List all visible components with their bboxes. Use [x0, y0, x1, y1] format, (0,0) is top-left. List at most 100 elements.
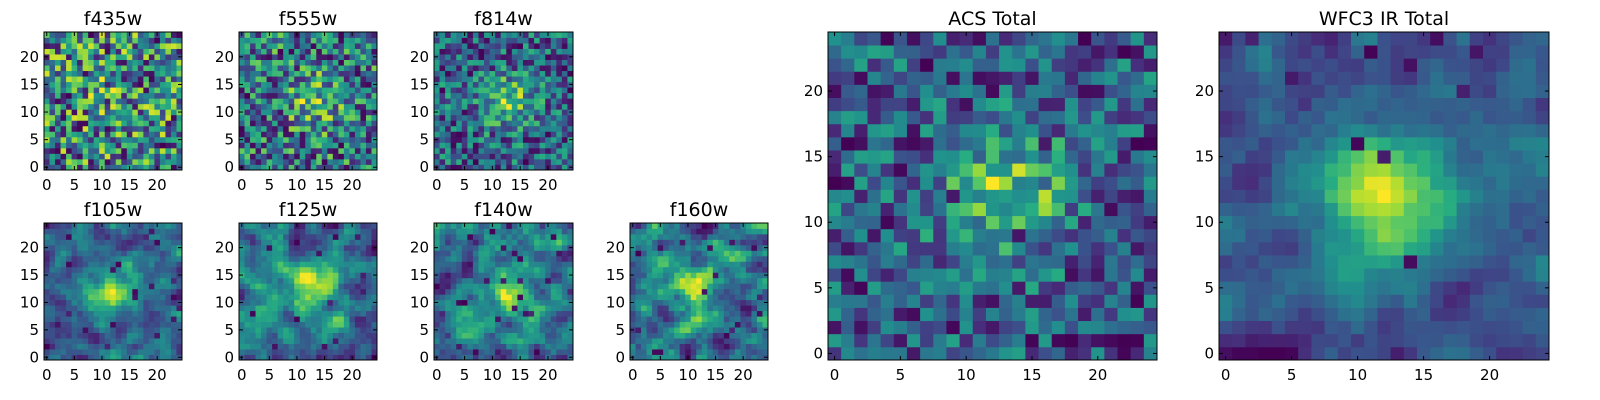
heatmap-cell: [44, 277, 50, 284]
heatmap-cell: [132, 48, 139, 55]
heatmap-cell: [354, 70, 361, 77]
heatmap-cell: [539, 87, 546, 94]
heatmap-cell: [55, 81, 61, 88]
heatmap-cell: [316, 120, 323, 127]
heatmap-cell: [729, 338, 736, 344]
heatmap-cell: [1078, 346, 1092, 361]
heatmap-cell: [690, 223, 697, 229]
heatmap-cell: [528, 233, 535, 240]
heatmap-cell: [439, 37, 446, 44]
heatmap-cell: [316, 142, 323, 149]
heatmap-cell: [365, 65, 372, 72]
heatmap-cell: [255, 158, 262, 165]
heatmap-cell: [696, 310, 703, 317]
heatmap-cell: [734, 228, 741, 235]
heatmap-cell: [66, 228, 72, 235]
heatmap-cell: [495, 37, 502, 44]
heatmap-cell: [250, 109, 256, 116]
heatmap-cell: [365, 142, 372, 149]
heatmap-cell: [696, 299, 703, 306]
heatmap-cell: [299, 277, 306, 284]
heatmap-cell: [972, 189, 987, 203]
heatmap-cell: [360, 261, 367, 268]
heatmap-cell: [71, 103, 78, 110]
heatmap-cell: [630, 233, 636, 240]
heatmap-cell: [828, 163, 842, 177]
heatmap-cell: [44, 98, 50, 105]
heatmap-cell: [338, 228, 345, 235]
heatmap-cell: [327, 54, 334, 60]
heatmap-cell: [266, 114, 273, 121]
heatmap-cell: [489, 81, 496, 88]
heatmap-cell: [82, 288, 89, 295]
heatmap-cell: [517, 54, 524, 60]
heatmap-cell: [137, 233, 144, 240]
x-tick-label: 15: [511, 176, 530, 194]
heatmap-cell: [679, 228, 686, 235]
heatmap-cell: [261, 125, 267, 132]
heatmap-cell: [44, 288, 50, 295]
heatmap-cells: [630, 223, 769, 361]
heatmap-cell: [283, 109, 290, 116]
heatmap-cell: [439, 98, 446, 105]
heatmap-cell: [239, 255, 245, 262]
heatmap-cell: [349, 305, 356, 312]
heatmap-cell: [478, 120, 485, 127]
heatmap-cell: [999, 268, 1013, 282]
heatmap-cell: [439, 131, 446, 138]
heatmap-cell: [283, 59, 290, 66]
heatmap-cell: [55, 98, 61, 105]
heatmap-cell: [545, 244, 552, 251]
heatmap-cell: [478, 142, 485, 149]
heatmap-cell: [338, 142, 345, 149]
heatmap-cell: [528, 266, 535, 273]
heatmap-cell: [115, 59, 122, 66]
heatmap-cell: [545, 153, 552, 160]
heatmap-cell: [472, 125, 479, 132]
heatmap-cell: [500, 131, 507, 138]
heatmap-cell: [49, 244, 56, 251]
heatmap-cell: [299, 158, 306, 165]
heatmap-cell: [71, 228, 78, 235]
heatmap-cell: [1091, 163, 1105, 177]
heatmap-cell: [239, 125, 245, 132]
heatmap-cell: [489, 109, 496, 116]
heatmap-cell: [266, 37, 273, 44]
heatmap-cell: [121, 164, 128, 171]
heatmap-cell: [316, 131, 323, 138]
heatmap-cell: [434, 98, 440, 105]
heatmap-cell: [734, 266, 741, 273]
heatmap-cell: [674, 299, 681, 306]
heatmap-cell: [365, 261, 372, 268]
heatmap-cell: [561, 228, 568, 235]
heatmap-cell: [630, 349, 636, 355]
heatmap-cell: [55, 283, 61, 290]
heatmap-cell: [828, 215, 842, 230]
heatmap-cell: [740, 228, 747, 235]
heatmap-cell: [121, 48, 128, 55]
heatmap-cell: [762, 266, 769, 273]
heatmap-cell: [132, 81, 139, 88]
heatmap-cell: [635, 305, 642, 312]
heatmap-cell: [467, 332, 474, 339]
heatmap-cell: [484, 272, 490, 279]
heatmap-cell: [261, 239, 267, 246]
heatmap-cell: [556, 310, 563, 317]
heatmap-cell: [561, 120, 568, 127]
heatmap-cell: [283, 114, 290, 121]
heatmap-cell: [545, 131, 552, 138]
heatmap-cell: [321, 59, 328, 66]
heatmap-cell: [299, 332, 306, 339]
heatmap-cell: [132, 153, 139, 160]
heatmap-cell: [60, 294, 67, 301]
heatmap-cell: [946, 346, 960, 361]
heatmap-cell: [880, 307, 895, 322]
heatmap-cell: [528, 316, 535, 323]
heatmap-cell: [445, 305, 452, 312]
heatmap-cell: [327, 114, 334, 121]
heatmap-cell: [71, 283, 78, 290]
heatmap-cell: [338, 65, 345, 72]
heatmap-cell: [115, 158, 122, 165]
heatmap-cell: [652, 228, 658, 235]
heatmap-cell: [434, 239, 440, 246]
